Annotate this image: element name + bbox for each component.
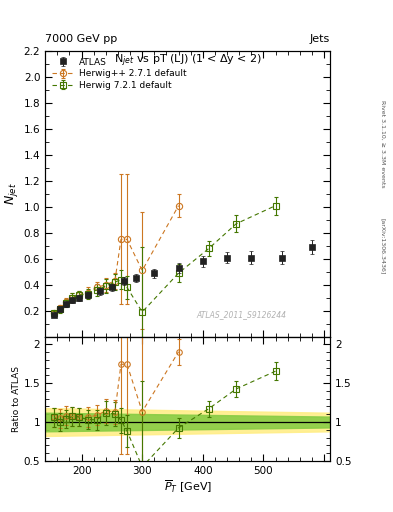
Y-axis label: $N_{jet}$: $N_{jet}$ <box>2 182 20 205</box>
Title: N$_{jet}$ vs pT (LJ) (1 < $\Delta$y < 2): N$_{jet}$ vs pT (LJ) (1 < $\Delta$y < 2) <box>114 53 262 69</box>
Text: Rivet 3.1.10, ≥ 3.3M events: Rivet 3.1.10, ≥ 3.3M events <box>381 99 386 187</box>
X-axis label: $\overline{P}_T$ [GeV]: $\overline{P}_T$ [GeV] <box>163 478 212 495</box>
Text: Jets: Jets <box>310 33 330 44</box>
Text: 7000 GeV pp: 7000 GeV pp <box>45 33 118 44</box>
Y-axis label: Ratio to ATLAS: Ratio to ATLAS <box>12 366 21 432</box>
Legend: ATLAS, Herwig++ 2.7.1 default, Herwig 7.2.1 default: ATLAS, Herwig++ 2.7.1 default, Herwig 7.… <box>49 55 189 93</box>
Text: ATLAS_2011_S9126244: ATLAS_2011_S9126244 <box>196 310 286 318</box>
Text: [arXiv:1306.3436]: [arXiv:1306.3436] <box>381 218 386 274</box>
